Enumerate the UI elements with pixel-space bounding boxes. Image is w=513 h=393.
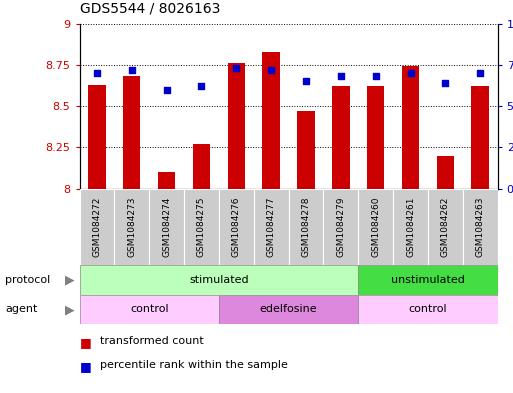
Bar — [123, 76, 141, 189]
Point — [406, 70, 415, 76]
Text: GSM1084273: GSM1084273 — [127, 197, 136, 257]
Bar — [393, 189, 428, 265]
Bar — [114, 189, 149, 265]
Point — [476, 70, 484, 76]
Bar — [88, 84, 106, 189]
Text: GSM1084261: GSM1084261 — [406, 197, 415, 257]
Bar — [80, 295, 219, 324]
Text: GSM1084277: GSM1084277 — [267, 197, 275, 257]
Bar — [193, 144, 210, 189]
Bar — [402, 66, 419, 189]
Bar — [358, 265, 498, 295]
Bar — [358, 189, 393, 265]
Point — [337, 73, 345, 79]
Point — [302, 78, 310, 84]
Text: transformed count: transformed count — [100, 336, 204, 346]
Text: GSM1084276: GSM1084276 — [232, 197, 241, 257]
Bar — [428, 189, 463, 265]
Text: GSM1084279: GSM1084279 — [337, 197, 345, 257]
Bar — [158, 172, 175, 189]
Text: ▶: ▶ — [65, 274, 74, 286]
Text: GSM1084262: GSM1084262 — [441, 197, 450, 257]
Bar — [80, 189, 114, 265]
Point — [371, 73, 380, 79]
Bar — [297, 111, 314, 189]
Point — [93, 70, 101, 76]
Text: GSM1084263: GSM1084263 — [476, 197, 485, 257]
Text: GSM1084272: GSM1084272 — [92, 197, 102, 257]
Point — [128, 67, 136, 73]
Point — [232, 65, 241, 71]
Text: stimulated: stimulated — [189, 275, 249, 285]
Bar — [149, 189, 184, 265]
Bar — [367, 86, 384, 189]
Bar — [263, 51, 280, 189]
Text: GSM1084274: GSM1084274 — [162, 197, 171, 257]
Text: protocol: protocol — [5, 275, 50, 285]
Text: GSM1084278: GSM1084278 — [302, 197, 310, 257]
Text: percentile rank within the sample: percentile rank within the sample — [100, 360, 288, 369]
Text: control: control — [130, 305, 168, 314]
Point — [441, 80, 449, 86]
Bar — [471, 86, 489, 189]
Text: ■: ■ — [80, 336, 91, 349]
Text: GDS5544 / 8026163: GDS5544 / 8026163 — [80, 2, 220, 16]
Bar — [437, 156, 454, 189]
Point — [267, 67, 275, 73]
Text: ▶: ▶ — [65, 303, 74, 316]
Bar — [323, 189, 358, 265]
Text: edelfosine: edelfosine — [260, 305, 318, 314]
Bar — [358, 295, 498, 324]
Bar — [184, 189, 219, 265]
Bar — [219, 295, 358, 324]
Bar — [80, 265, 358, 295]
Text: ■: ■ — [80, 360, 91, 373]
Point — [163, 86, 171, 93]
Text: GSM1084275: GSM1084275 — [197, 197, 206, 257]
Bar — [228, 63, 245, 189]
Text: control: control — [409, 305, 447, 314]
Bar — [254, 189, 288, 265]
Point — [198, 83, 206, 90]
Bar — [332, 86, 349, 189]
Bar — [219, 189, 254, 265]
Text: unstimulated: unstimulated — [391, 275, 465, 285]
Bar — [463, 189, 498, 265]
Bar — [288, 189, 323, 265]
Text: GSM1084260: GSM1084260 — [371, 197, 380, 257]
Text: agent: agent — [5, 305, 37, 314]
